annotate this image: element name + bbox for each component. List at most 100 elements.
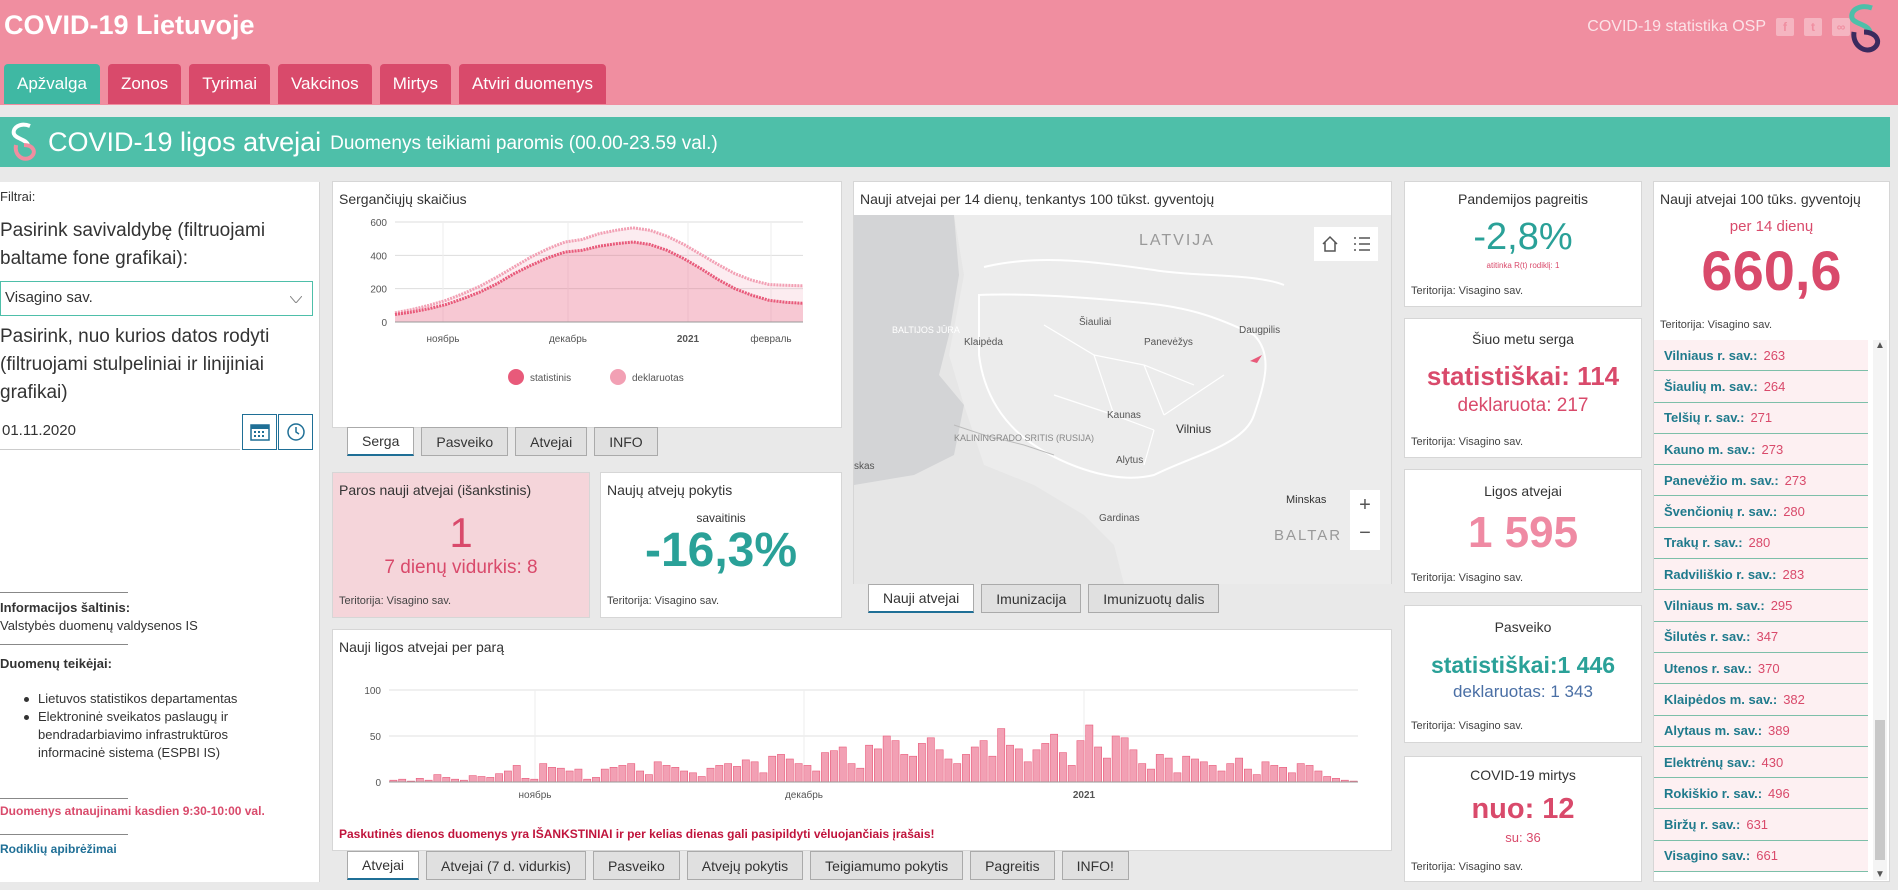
legend-marker [508, 369, 524, 385]
tab-info[interactable]: INFO! [1061, 851, 1129, 880]
map-label: Panevėžys [1144, 337, 1193, 348]
municipality-list: Vilniaus r. sav.: 263 Šiaulių m. sav.: 264 T… [1654, 340, 1868, 872]
series-area-1 [395, 227, 803, 322]
section-title: COVID-19 ligos atvejai [48, 126, 322, 157]
list-item[interactable]: Švenčionių r. sav.: 280 [1654, 496, 1868, 528]
bar [750, 761, 759, 783]
list-item[interactable]: Elektrėnų sav.: 430 [1654, 747, 1868, 779]
preliminary-warning: Paskutinės dienos duomenys yra IŠANKSTIN… [339, 827, 935, 841]
osp-link[interactable]: COVID-19 statistika OSP [1587, 18, 1766, 35]
list-item[interactable]: Radviliškio r. sav.: 283 [1654, 559, 1868, 591]
date-input[interactable]: 01.11.2020 [0, 414, 240, 450]
legend-list-icon[interactable] [1346, 227, 1378, 261]
pokytis-value: -16,3% [644, 524, 798, 577]
tab-tyrimai[interactable]: Tyrimai [189, 64, 270, 104]
divider [0, 592, 128, 593]
map-canvas[interactable]: LATVIJA Šiauliai Panevėžys Daugpilis Kla… [854, 215, 1391, 584]
bar [1076, 740, 1085, 783]
zoom-in-icon[interactable]: + [1359, 494, 1371, 516]
pokytis-sub: savaitinis [696, 511, 746, 525]
tab-imunizuotu-dalis[interactable]: Imunizuotų dalis [1088, 584, 1220, 613]
list-item[interactable]: Klaipėdos m. sav.: 382 [1654, 684, 1868, 716]
panel-title: Nauji ligos atvejai per parą [339, 639, 504, 655]
clock-icon[interactable] [278, 414, 313, 450]
municipality-name: Vilniaus m. sav.: [1664, 598, 1765, 614]
mirtys-su: su: 36 [1505, 830, 1541, 845]
daily-chart-panel: Nauji ligos atvejai per parą 0 50 100 ноябр… [332, 629, 1392, 851]
tab-pasveiko[interactable]: Pasveiko [421, 427, 509, 456]
tab-nauji-atvejai[interactable]: Nauji atvejai [868, 584, 975, 613]
list-item[interactable]: Utenos r. sav.: 370 [1654, 653, 1868, 685]
bar [988, 755, 997, 783]
bar [1147, 768, 1155, 783]
pagreitis-value: -2,8% [1473, 216, 1573, 258]
list-item[interactable]: Šilutės r. sav.: 347 [1654, 622, 1868, 653]
list-item[interactable]: Alytaus m. sav.: 389 [1654, 716, 1868, 747]
facebook-icon[interactable]: f [1776, 18, 1794, 36]
daily-chart-tabs: Atvejai Atvejai (7 d. vidurkis) Pasveiko… [347, 851, 1129, 880]
calendar-icon[interactable] [242, 414, 277, 450]
series-line-0 [394, 240, 804, 316]
tab-pagreitis[interactable]: Pagreitis [970, 851, 1055, 880]
list-item[interactable]: Trakų r. sav.: 280 [1654, 528, 1868, 560]
territory-label: Teritorija: Visagino sav. [1660, 319, 1773, 331]
tab-imunizacija[interactable]: Imunizacija [981, 584, 1082, 613]
sick-chart-panel: Sergančiųjų skaičius 0 200 400 600 ноябрь дек… [332, 181, 842, 428]
serga-panel: Šiuo metu serga statistiškai: 114 deklar… [1404, 318, 1642, 458]
tab-atvejai-7d[interactable]: Atvejai (7 d. vidurkis) [426, 851, 586, 880]
tab-atvejai[interactable]: Atvejai [347, 851, 420, 880]
twitter-icon[interactable]: t [1804, 18, 1822, 36]
bar [1094, 746, 1102, 783]
definitions-link[interactable]: Rodiklių apibrėžimai [0, 842, 117, 856]
bar [1085, 724, 1094, 783]
daily-cases-panel: Paros nauji atvejai (išankstinis) 1 7 di… [332, 472, 590, 618]
tab-atveju-pokytis[interactable]: Atvejų pokytis [686, 851, 804, 880]
list-item[interactable]: Visagino sav.: 661 [1654, 841, 1868, 872]
scroll-down-icon[interactable]: ▼ [1875, 869, 1885, 880]
paros-title: Paros nauji atvejai [339, 482, 454, 498]
list-item[interactable]: Panevėžio m. sav.: 273 [1654, 465, 1868, 497]
territory-label: Teritorija: Visagino sav. [1411, 861, 1524, 873]
bar [548, 767, 556, 783]
bar [636, 770, 644, 783]
series-line-1 [394, 226, 804, 315]
bar [1164, 757, 1173, 783]
zoom-out-icon[interactable]: − [1359, 522, 1371, 544]
tab-apzvalga[interactable]: Apžvalga [4, 64, 100, 104]
list-item: Elektroninė sveikatos paslaugų ir bendra… [22, 708, 262, 762]
link-icon[interactable]: ∞ [1832, 18, 1850, 36]
tab-pasveiko[interactable]: Pasveiko [592, 851, 680, 880]
bar [495, 773, 503, 783]
panel-title: Paros nauji atvejai (išankstinis) [339, 482, 531, 498]
tab-mirtys[interactable]: Mirtys [379, 64, 452, 104]
tab-atvejai[interactable]: Atvejai [515, 427, 588, 456]
tab-atviri-duomenys[interactable]: Atviri duomenys [459, 64, 606, 104]
list-scrollbar[interactable]: ▲ ▼ [1873, 340, 1887, 880]
tab-zonos[interactable]: Zonos [107, 64, 182, 104]
source-label: Informacijos šaltinis: [0, 600, 131, 615]
tab-info[interactable]: INFO [594, 427, 658, 456]
osp-logo-icon [1849, 4, 1881, 53]
municipality-name: Šilutės r. sav.: [1664, 629, 1751, 645]
list-item[interactable]: Telšių r. sav.: 271 [1654, 403, 1868, 434]
tab-serga[interactable]: Serga [347, 427, 415, 456]
header-right: COVID-19 statistika OSP f t ∞ [1587, 18, 1850, 36]
list-item[interactable]: Šiaulių m. sav.: 264 [1654, 371, 1868, 403]
scroll-thumb[interactable] [1875, 720, 1885, 860]
bar [627, 763, 636, 783]
list-item[interactable]: Vilniaus r. sav.: 263 [1654, 340, 1868, 372]
tab-teigiamumo-pokytis[interactable]: Teigiamumo pokytis [810, 851, 964, 880]
home-icon[interactable] [1314, 227, 1346, 261]
bar [697, 776, 706, 783]
list-item[interactable]: Rokiškio r. sav.: 496 [1654, 778, 1868, 810]
muni-select[interactable]: Visagino sav. [0, 281, 313, 316]
list-item[interactable]: Vilniaus m. sav.: 295 [1654, 590, 1868, 622]
legend-label: statistinis [530, 373, 571, 384]
list-item[interactable]: Biržų r. sav.: 631 [1654, 809, 1868, 841]
tab-vakcinos[interactable]: Vakcinos [277, 64, 372, 104]
pasveiko-deklaruotas: deklaruotas: 1 343 [1453, 682, 1593, 701]
divider [0, 834, 128, 835]
scroll-up-icon[interactable]: ▲ [1875, 340, 1885, 351]
list-item[interactable]: Kauno m. sav.: 273 [1654, 434, 1868, 466]
bar [1217, 770, 1226, 783]
